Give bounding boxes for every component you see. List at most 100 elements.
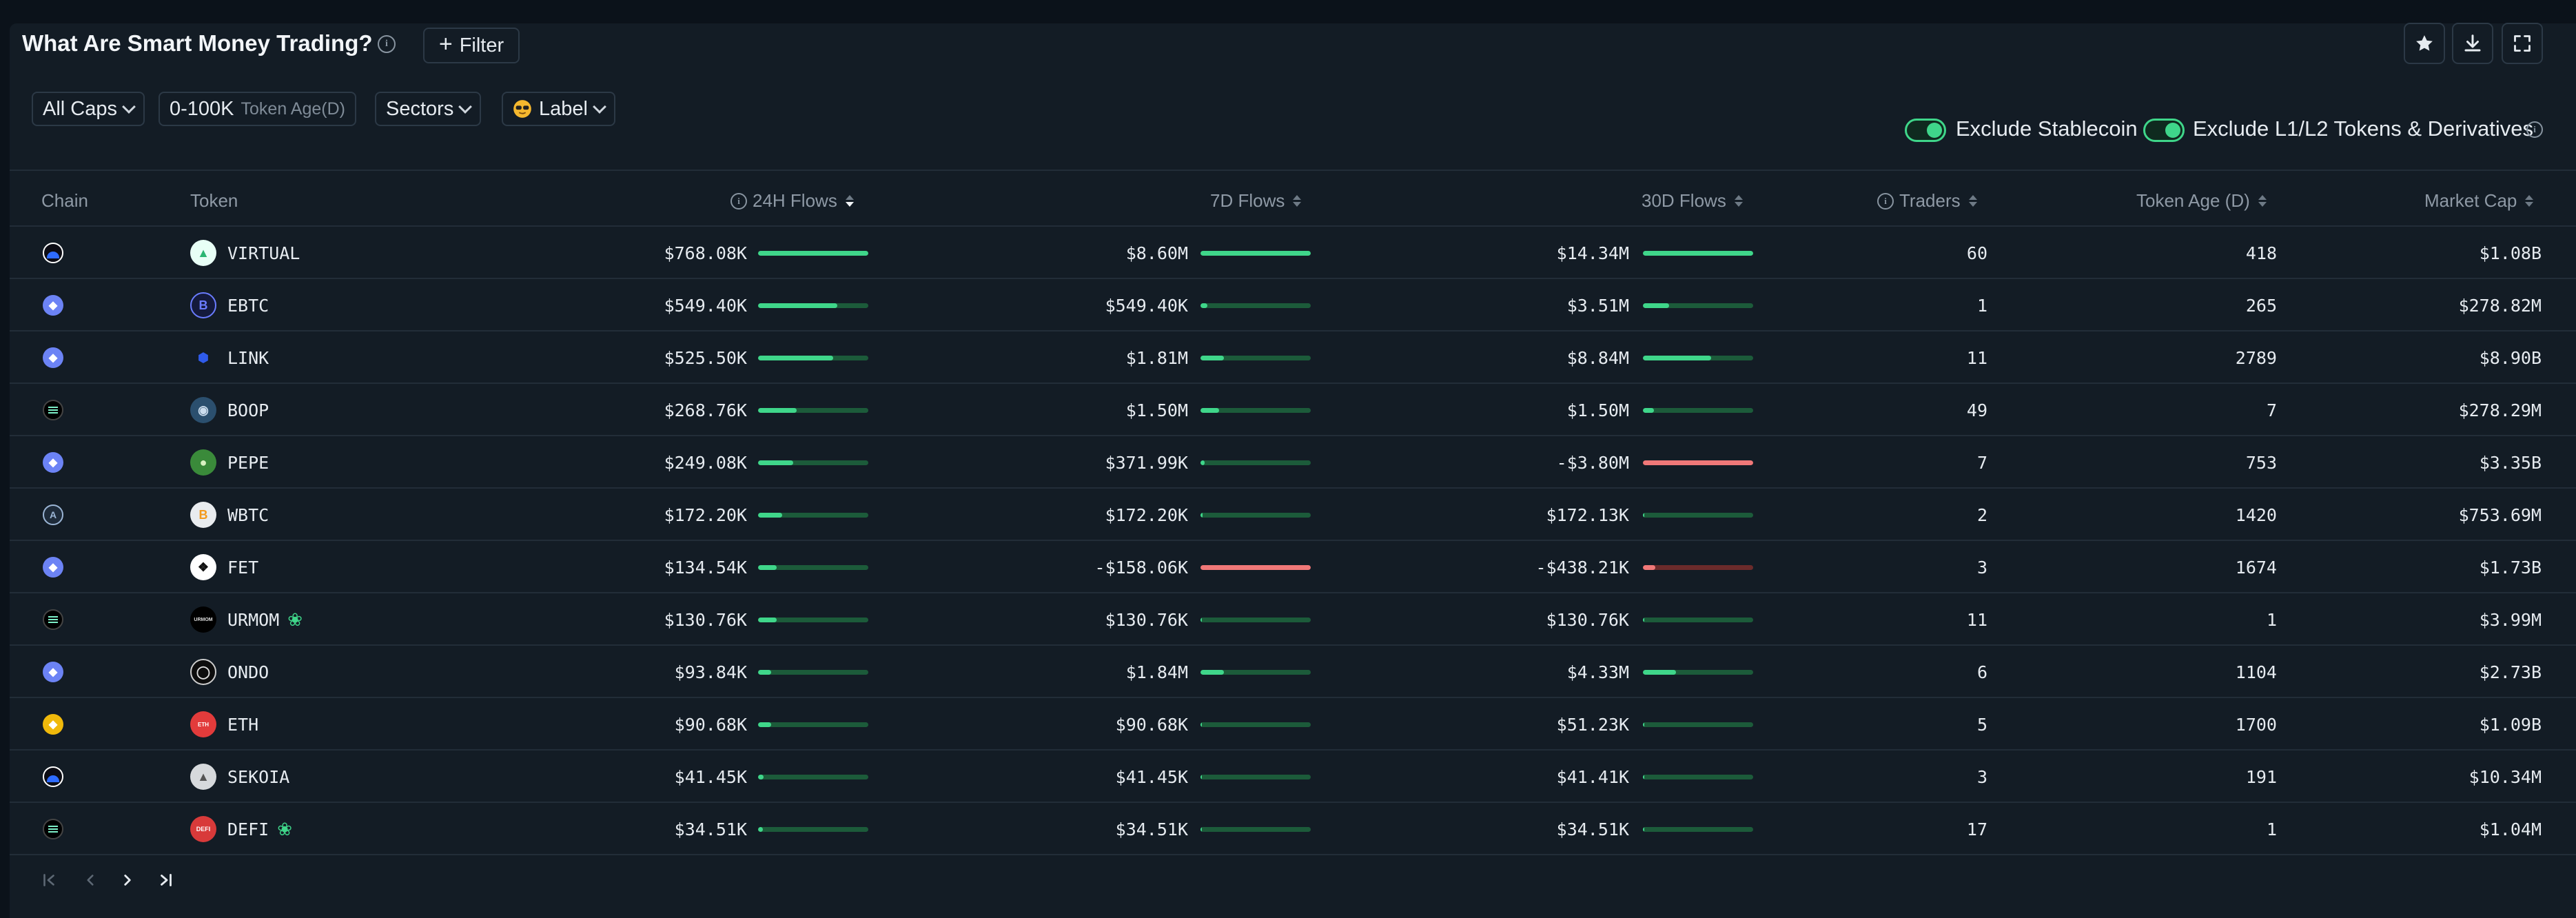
- flows-24h-value: $34.51K: [674, 819, 747, 839]
- token-age-value: 753: [2245, 452, 2277, 473]
- token-age-value: 265: [2245, 295, 2277, 316]
- table-row[interactable]: A B WBTC $172.20K $172.20K $172.13K 2 14…: [10, 489, 2576, 541]
- ethereum-chain-icon: ◆: [43, 662, 63, 682]
- column-header-7d-flows[interactable]: 7D Flows: [1210, 190, 1302, 212]
- token-name: ONDO: [227, 662, 269, 682]
- traders-value: 3: [1976, 557, 1987, 578]
- flows-24h-value: $549.40K: [664, 295, 747, 316]
- token-age-filter[interactable]: 0-100K Token Age(D): [159, 92, 356, 126]
- first-page-button[interactable]: [40, 871, 58, 889]
- info-icon[interactable]: i: [378, 35, 396, 53]
- table-row[interactable]: URMOM URMOM ❀ $130.76K $130.76K $130.76K…: [10, 593, 2576, 646]
- 7d-flow-bar: [1200, 513, 1311, 518]
- token-cell[interactable]: ▲ VIRTUAL: [190, 227, 300, 279]
- market-cap-value: $2.73B: [2479, 662, 2542, 682]
- token-cell[interactable]: DEFI DEFI ❀: [190, 803, 292, 855]
- token-cell[interactable]: ◉ BOOP: [190, 384, 269, 436]
- 30d-flow-bar: [1643, 460, 1753, 465]
- table-row[interactable]: DEFI DEFI ❀ $34.51K $34.51K $34.51K 17 1…: [10, 803, 2576, 855]
- table-row[interactable]: ◉ BOOP $268.76K $1.50M $1.50M 49 7 $278.…: [10, 384, 2576, 436]
- token-cell[interactable]: ❖ FET: [190, 541, 258, 593]
- token-age-value: 1700: [2235, 714, 2277, 735]
- download-button[interactable]: [2452, 23, 2493, 64]
- token-cell[interactable]: B EBTC: [190, 279, 269, 332]
- table-row[interactable]: ◆ ❖ FET $134.54K -$158.06K -$438.21K 3 1…: [10, 541, 2576, 593]
- table-row[interactable]: ◆ ⬢ LINK $525.50K $1.81M $8.84M 11 2789 …: [10, 332, 2576, 384]
- info-icon[interactable]: i: [2526, 121, 2543, 138]
- token-cell[interactable]: ⬢ LINK: [190, 332, 269, 384]
- column-header-market-cap[interactable]: Market Cap: [2424, 190, 2534, 212]
- flows-7d-value: $1.81M: [1125, 347, 1188, 368]
- token-cell[interactable]: B WBTC: [190, 489, 269, 541]
- 30d-flow-bar: [1643, 775, 1753, 779]
- flows-7d-value: $8.60M: [1125, 243, 1188, 263]
- 24h-flow-bar: [758, 670, 868, 675]
- token-age-value: 1674: [2235, 557, 2277, 578]
- sort-icon: [1968, 195, 1977, 207]
- token-age-value: 1420: [2235, 504, 2277, 525]
- ethereum-chain-icon: ◆: [43, 452, 63, 473]
- column-header-token-age[interactable]: Token Age (D): [2136, 190, 2267, 212]
- ethereum-chain-icon: ◆: [43, 295, 63, 316]
- sectors-value: Sectors: [386, 97, 454, 120]
- token-cell[interactable]: URMOM URMOM ❀: [190, 593, 303, 646]
- toggle-knob: [1927, 123, 1942, 138]
- column-header-traders[interactable]: i Traders: [1877, 190, 1977, 212]
- caps-dropdown[interactable]: All Caps: [32, 92, 145, 126]
- exclude-stablecoin-label: Exclude Stablecoin: [1956, 116, 2138, 141]
- 24h-flow-bar: [758, 356, 868, 360]
- market-cap-value: $1.08B: [2479, 243, 2542, 263]
- chain-cell: [43, 751, 63, 803]
- label-dropdown[interactable]: Label: [502, 92, 615, 126]
- table-row[interactable]: ◆ ● PEPE $249.08K $371.99K -$3.80M 7 753…: [10, 436, 2576, 489]
- column-header-30d-flows[interactable]: 30D Flows: [1642, 190, 1743, 212]
- table-row[interactable]: ◆ B EBTC $549.40K $549.40K $3.51M 1 265 …: [10, 279, 2576, 332]
- info-icon[interactable]: i: [1877, 192, 1894, 210]
- token-cell[interactable]: ▲ SEKOIA: [190, 751, 289, 803]
- market-cap-value: $3.99M: [2479, 609, 2542, 630]
- info-icon[interactable]: i: [730, 192, 747, 210]
- token-cell[interactable]: ◯ ONDO: [190, 646, 269, 698]
- page-title: What Are Smart Money Trading?: [22, 30, 373, 56]
- 30d-flow-bar: [1643, 722, 1753, 727]
- 24h-flow-bar: [758, 618, 868, 622]
- token-age-value: 191: [2245, 766, 2277, 787]
- token-name: LINK: [227, 347, 269, 368]
- caps-value: All Caps: [43, 97, 117, 120]
- defi-icon: DEFI: [190, 816, 216, 842]
- favorite-button[interactable]: [2404, 23, 2445, 64]
- exclude-stablecoin-toggle[interactable]: [1905, 119, 1946, 142]
- 24h-flow-bar: [758, 251, 868, 256]
- add-filter-button[interactable]: + Filter: [423, 28, 520, 63]
- token-age-range: 0-100K: [170, 97, 234, 120]
- market-cap-value: $8.90B: [2479, 347, 2542, 368]
- sort-icon: [2258, 195, 2267, 207]
- token-cell[interactable]: ● PEPE: [190, 436, 269, 489]
- table-header-divider: [10, 225, 2576, 227]
- table-row[interactable]: ◆ ETH ETH $90.68K $90.68K $51.23K 5 1700…: [10, 698, 2576, 751]
- token-name: WBTC: [227, 504, 269, 525]
- 24h-flow-bar: [758, 408, 868, 413]
- row-divider: [10, 278, 2576, 279]
- sectors-dropdown[interactable]: Sectors: [375, 92, 482, 126]
- last-page-button[interactable]: [157, 871, 175, 889]
- star-icon: [2416, 35, 2433, 51]
- column-header-24h-flows[interactable]: i 24H Flows: [730, 190, 854, 212]
- flows-24h-value: $134.54K: [664, 557, 747, 578]
- ebtc-icon: B: [190, 292, 216, 318]
- traders-value: 3: [1976, 766, 1987, 787]
- solana-chain-icon: [43, 819, 63, 839]
- chain-cell: [43, 227, 63, 279]
- ethereum-chain-icon: ◆: [43, 347, 63, 368]
- token-cell[interactable]: ETH ETH: [190, 698, 258, 751]
- last-page-icon: [161, 874, 172, 886]
- exclude-l1l2-toggle[interactable]: [2143, 119, 2185, 142]
- traders-value: 1: [1976, 295, 1987, 316]
- 7d-flow-bar: [1200, 408, 1311, 413]
- table-row[interactable]: ▲ SEKOIA $41.45K $41.45K $41.41K 3 191 $…: [10, 751, 2576, 803]
- fullscreen-button[interactable]: [2502, 23, 2543, 64]
- previous-page-button[interactable]: [81, 871, 99, 889]
- table-row[interactable]: ◆ ◯ ONDO $93.84K $1.84M $4.33M 6 1104 $2…: [10, 646, 2576, 698]
- table-row[interactable]: ▲ VIRTUAL $768.08K $8.60M $14.34M 60 418…: [10, 227, 2576, 279]
- next-page-button[interactable]: [119, 871, 136, 889]
